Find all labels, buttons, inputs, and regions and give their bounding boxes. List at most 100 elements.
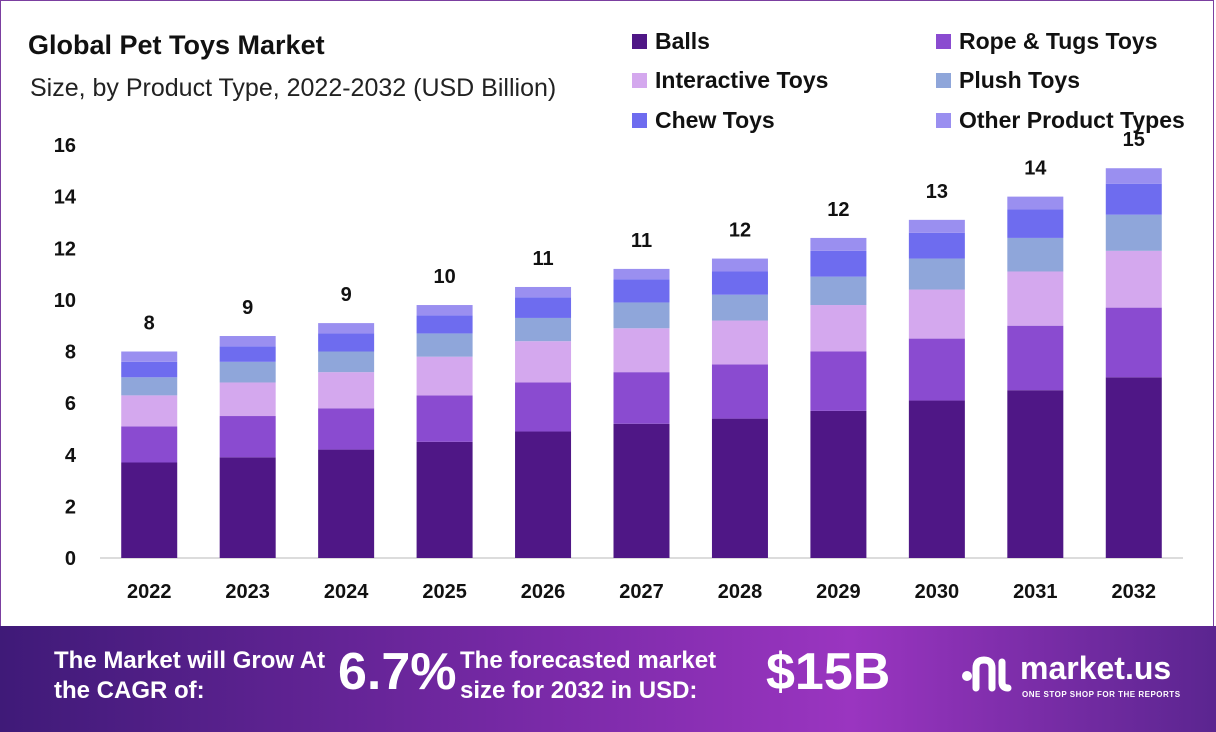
bar-segment (416, 395, 473, 442)
legend-label: Interactive Toys (655, 67, 829, 93)
bar-segment (318, 372, 375, 409)
legend-swatch (632, 113, 647, 128)
bar-segment (121, 395, 178, 427)
legend-item: Rope & Tugs Toys (936, 28, 1158, 55)
bar-total-label: 15 (1123, 129, 1145, 151)
bar-segment (121, 361, 178, 378)
bar-segment (219, 457, 276, 558)
bar-segment (219, 346, 276, 362)
bar-segment (318, 408, 375, 450)
legend-swatch (936, 113, 951, 128)
bar-segment (613, 372, 670, 424)
y-tick-label: 12 (54, 238, 76, 260)
bar-segment (219, 361, 276, 383)
bar-segment (318, 449, 375, 558)
bar-segment (219, 382, 276, 417)
bar-segment (908, 219, 965, 233)
bar-segment (1105, 307, 1162, 378)
cagr-value: 6.7% (338, 643, 457, 701)
bar-total-label: 9 (242, 297, 253, 319)
legend-label: Chew Toys (655, 107, 775, 133)
y-tick-label: 14 (54, 187, 77, 209)
bar-segment (515, 382, 572, 432)
bar-segment (1007, 325, 1064, 391)
legend-item: Chew Toys (632, 107, 775, 134)
legend-label: Plush Toys (959, 67, 1080, 93)
x-tick-label: 2023 (225, 581, 270, 603)
bar-segment (908, 289, 965, 339)
bar-segment (711, 364, 768, 419)
bar-segment (613, 302, 670, 329)
legend-label: Other Product Types (959, 107, 1185, 133)
bar-segment (416, 356, 473, 396)
bar-segment (1007, 237, 1064, 272)
bar-segment (318, 333, 375, 352)
bar-segment (908, 400, 965, 558)
y-tick-label: 10 (54, 290, 76, 312)
brand-logo: market.us ONE STOP SHOP FOR THE REPORTS (960, 650, 1190, 720)
x-tick-label: 2025 (422, 581, 467, 603)
bar-segment (318, 323, 375, 334)
bar-segment (1007, 271, 1064, 326)
bar-segment (515, 317, 572, 342)
y-tick-label: 16 (54, 135, 76, 157)
legend-label: Rope & Tugs Toys (959, 28, 1158, 54)
bar-segment (1105, 183, 1162, 215)
bar-segment (1105, 377, 1162, 558)
footer-banner: The Market will Grow At the CAGR of: 6.7… (0, 626, 1216, 732)
legend-item: Balls (632, 28, 710, 55)
bar-segment (219, 416, 276, 458)
bar-segment (1007, 196, 1064, 210)
legend-item: Plush Toys (936, 67, 1080, 94)
x-tick-label: 2024 (324, 581, 369, 603)
bar-total-label: 13 (926, 181, 948, 203)
bar-segment (121, 426, 178, 463)
bar-segment (711, 294, 768, 321)
bar-total-label: 11 (532, 248, 553, 270)
bar-segment (1105, 168, 1162, 184)
legend-swatch (936, 34, 951, 49)
bar-segment (121, 462, 178, 558)
bar-segment (810, 237, 867, 251)
bar-segment (908, 258, 965, 290)
legend-swatch (632, 73, 647, 88)
bar-segment (515, 286, 572, 298)
x-tick-label: 2031 (1013, 581, 1058, 603)
legend: Balls Rope & Tugs Toys Interactive Toys Plu… (0, 28, 1216, 138)
bar-segment (515, 297, 572, 318)
bar-segment (416, 315, 473, 334)
bar-segment (121, 377, 178, 396)
bar-total-label: 12 (729, 220, 751, 242)
y-tick-label: 0 (65, 548, 76, 570)
bar-segment (810, 305, 867, 352)
bar-segment (1007, 209, 1064, 238)
stacked-bar-chart: 0 2 4 6 8 10 12 14 16 8 2022 9 2023 9 2024 10 2025 11 2026… (54, 129, 1183, 603)
x-tick-label: 2030 (915, 581, 960, 603)
bar-segment (416, 333, 473, 357)
bar-segment (416, 441, 473, 558)
bar-segment (810, 250, 867, 277)
bar-segment (1105, 250, 1162, 308)
brand-name: market.us (1020, 650, 1172, 686)
bar-segment (711, 271, 768, 295)
bar-total-label: 10 (433, 266, 455, 288)
bar-segment (908, 232, 965, 259)
forecast-label: The forecasted market size for 2032 in U… (460, 647, 717, 704)
x-tick-label: 2032 (1112, 581, 1157, 603)
bar-segment (711, 418, 768, 558)
legend-swatch (632, 34, 647, 49)
brand-tagline: ONE STOP SHOP FOR THE REPORTS (1022, 690, 1181, 699)
bar-segment (515, 431, 572, 558)
bar-segment (1105, 214, 1162, 251)
chart-subtitle: Size, by Product Type, 2022-2032 (USD Bi… (30, 74, 557, 102)
cagr-label: The Market will Grow At the CAGR of: (54, 647, 326, 704)
bar-segment (416, 305, 473, 316)
legend-item: Other Product Types (936, 107, 1185, 134)
bar-segment (810, 351, 867, 411)
x-tick-label: 2026 (521, 581, 566, 603)
bar-segment (121, 351, 178, 362)
bar-segment (613, 279, 670, 303)
bar-total-label: 14 (1024, 158, 1047, 180)
market-us-logo-icon (962, 656, 1012, 692)
y-tick-label: 2 (65, 496, 76, 518)
